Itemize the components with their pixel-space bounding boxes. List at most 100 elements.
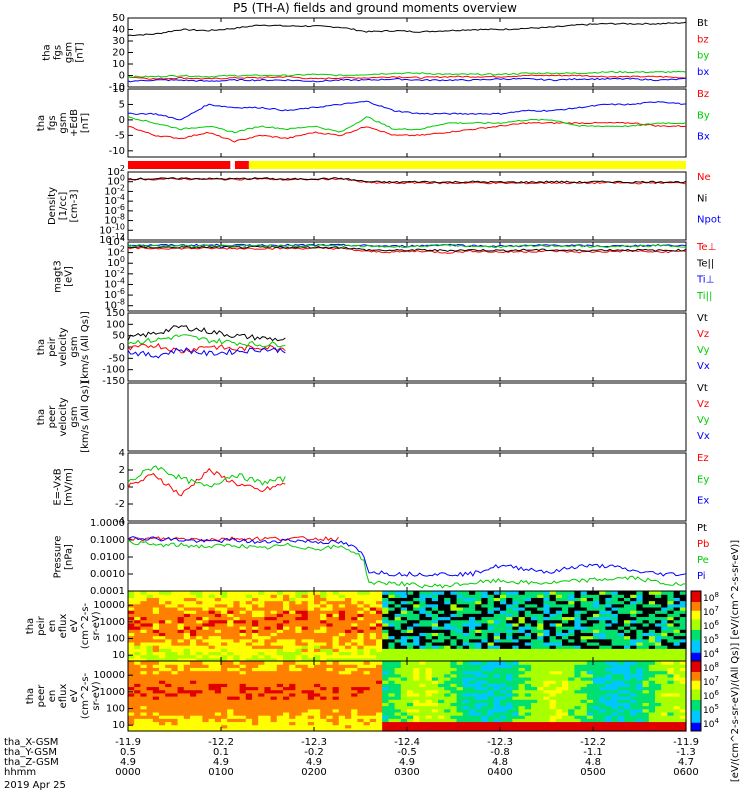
spectrogram-cell: [258, 600, 265, 605]
spectrogram-cell: [431, 657, 439, 662]
spectrogram-cell: [438, 591, 445, 595]
spectrogram-cell: [568, 673, 575, 678]
spectrogram-cell: [388, 724, 396, 729]
spectrogram-cell: [512, 702, 520, 707]
spectrogram-cell: [574, 629, 582, 633]
series-line-5-3: [127, 347, 286, 359]
spectrogram-cell: [245, 591, 253, 595]
spectrogram-cell: [369, 594, 377, 598]
spectrogram-cell: [667, 727, 675, 732]
spectrogram-cell: [338, 613, 346, 618]
spectrogram-cell: [593, 616, 600, 621]
spectrogram-cell: [382, 702, 389, 707]
spectrogram-cell: [425, 603, 433, 608]
spectrogram-cell: [128, 657, 135, 662]
spectrogram-cell: [252, 718, 259, 723]
spectrogram-cell: [208, 683, 216, 688]
spectrogram-cell: [673, 705, 681, 710]
spectrogram-cell: [487, 667, 495, 672]
spectrogram-cell: [351, 603, 358, 608]
spectrogram-cell: [128, 721, 135, 726]
spectrogram-cell: [289, 711, 296, 716]
spectrogram-cell: [338, 635, 346, 640]
spectrogram-cell: [630, 715, 637, 719]
spectrogram-cell: [407, 610, 414, 614]
spectrogram-cell: [289, 591, 296, 595]
spectrogram-cell: [283, 648, 290, 653]
spectrogram-cell: [252, 680, 259, 684]
spectrogram-cell: [239, 594, 247, 598]
y-axis-label-6-0: tha: [36, 409, 47, 425]
spectrogram-cell: [636, 629, 644, 633]
spectrogram-cell: [301, 676, 309, 681]
spectrogram-cell: [481, 626, 489, 630]
spectrogram-cell: [338, 654, 346, 659]
spectrogram-cell: [462, 702, 470, 707]
spectrogram-cell: [630, 613, 637, 618]
spectrogram-cell: [648, 676, 656, 681]
spectrogram-cell: [183, 594, 191, 598]
spectrogram-cell: [462, 686, 470, 691]
spectrogram-cell: [555, 591, 563, 595]
colorbar-segment: [691, 598, 701, 601]
spectrogram-cell: [245, 645, 253, 649]
spectrogram-cell: [183, 696, 191, 700]
spectrogram-cell: [568, 597, 575, 602]
spectrogram-cell: [208, 616, 216, 621]
colorbar-segment: [691, 636, 701, 639]
spectrogram-cell: [320, 715, 327, 719]
spectrogram-cell: [338, 610, 346, 614]
spectrogram-cell: [537, 705, 544, 710]
spectrogram-cell: [611, 667, 619, 672]
spectrogram-cell: [469, 597, 476, 602]
spectrogram-cell: [270, 622, 278, 627]
spectrogram-cell: [252, 603, 259, 608]
spectrogram-cell: [320, 676, 327, 681]
spectrogram-cell: [165, 664, 172, 668]
spectrogram-cell: [382, 626, 389, 630]
spectrogram-cell: [456, 641, 464, 646]
spectrogram-cell: [295, 651, 303, 656]
legend-entry-3-2: Npot: [697, 215, 721, 226]
spectrogram-cell: [642, 683, 650, 688]
spectrogram-cell: [537, 651, 544, 656]
spectrogram-cell: [481, 686, 489, 691]
spectrogram-cell: [276, 610, 284, 614]
spectrogram-cell: [568, 616, 575, 621]
spectrogram-cell: [357, 680, 365, 684]
x-tick-value-y-3: -0.5: [397, 747, 417, 758]
spectrogram-cell: [450, 708, 458, 713]
spectrogram-cell: [549, 603, 557, 608]
spectrogram-cell: [140, 603, 148, 608]
spectrogram-cell: [562, 626, 569, 630]
spectrogram-cell: [239, 670, 247, 675]
spectrogram-cell: [307, 629, 315, 633]
spectrogram-cell: [593, 699, 600, 703]
spectrogram-cell: [177, 651, 185, 656]
spectrogram-cell: [283, 635, 290, 640]
spectrogram-cell: [382, 613, 389, 618]
spectrogram-cell: [357, 670, 365, 675]
spectrogram-cell: [301, 680, 309, 684]
spectrogram-cell: [289, 657, 296, 662]
spectrogram-cell: [549, 689, 557, 694]
colorbar-segment: [691, 710, 701, 713]
spectrogram-cell: [345, 594, 352, 598]
spectrogram-cell: [363, 638, 371, 643]
spectrogram-cell: [400, 699, 408, 703]
spectrogram-cell: [357, 626, 365, 630]
spectrogram-cell: [617, 622, 625, 627]
spectrogram-cell: [537, 632, 544, 637]
spectrogram-cell: [438, 622, 445, 627]
spectrogram-cell: [574, 702, 582, 707]
spectrogram-cell: [351, 718, 358, 723]
spectrogram-cell: [438, 664, 445, 668]
spectrogram-cell: [332, 648, 340, 653]
spectrogram-cell: [493, 613, 501, 618]
spectrogram-cell: [648, 635, 656, 640]
spectrogram-cell: [624, 664, 631, 668]
spectrogram-cell: [599, 641, 606, 646]
spectrogram-cell: [320, 619, 327, 624]
spectrogram-cell: [599, 603, 606, 608]
spectrogram-cell: [214, 603, 222, 608]
